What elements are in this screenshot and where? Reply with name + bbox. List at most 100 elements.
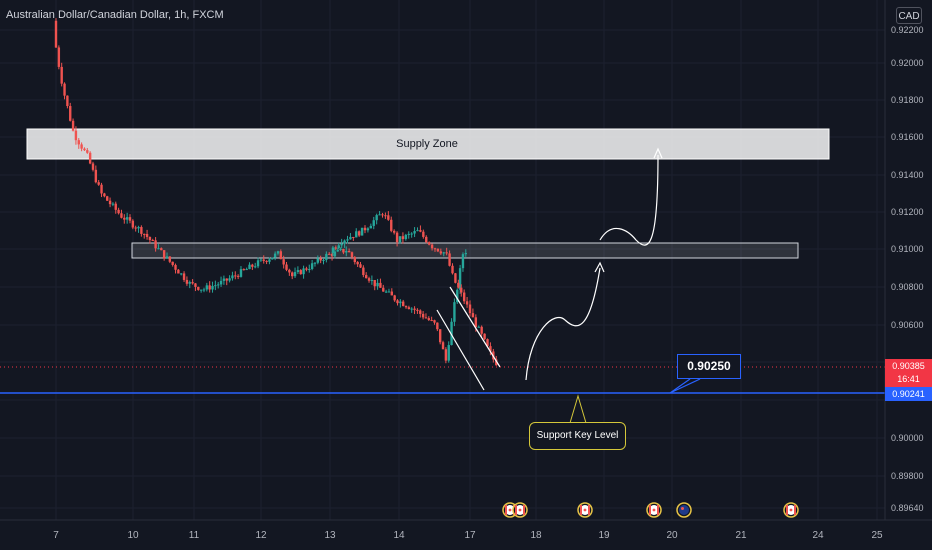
candle-body xyxy=(366,228,370,231)
candle-body xyxy=(86,150,89,153)
candle-body xyxy=(419,310,422,314)
candle-body xyxy=(256,260,260,267)
time-tick: 12 xyxy=(255,530,267,541)
candle-body xyxy=(436,322,439,330)
candle-body xyxy=(445,252,448,254)
candle-body xyxy=(222,278,226,281)
candle-body xyxy=(134,227,137,229)
candle-body xyxy=(456,289,459,303)
candle-body xyxy=(439,251,443,254)
candle-body xyxy=(480,326,483,334)
canada-flag-icon[interactable] xyxy=(512,502,528,518)
candle-body xyxy=(352,236,355,238)
australia-flag-icon[interactable] xyxy=(676,502,692,518)
candle-body xyxy=(372,220,375,226)
candle-body xyxy=(123,217,126,220)
candle-body xyxy=(392,230,396,233)
candle-body xyxy=(357,231,361,236)
candle-body xyxy=(91,163,95,170)
channel-lower-line[interactable] xyxy=(436,309,485,391)
candle-body xyxy=(396,300,399,304)
candles xyxy=(54,18,498,366)
candle-body xyxy=(433,248,437,250)
candle-body xyxy=(288,269,291,273)
canada-flag-icon[interactable] xyxy=(783,502,799,518)
candle-body xyxy=(63,83,66,96)
candle-body xyxy=(291,272,294,277)
candle-body xyxy=(108,200,112,205)
candle-body xyxy=(401,301,405,307)
candle-body xyxy=(88,152,92,164)
currency-button[interactable]: CAD xyxy=(896,7,922,24)
flag-band-left xyxy=(786,505,788,515)
canada-flag-icon[interactable] xyxy=(577,502,593,518)
candle-body xyxy=(128,217,132,221)
candle-body xyxy=(185,279,189,284)
candle-body xyxy=(474,317,478,328)
candle-body xyxy=(407,233,410,235)
price-tick: 0.89800 xyxy=(891,471,924,481)
resistance-zone-box[interactable] xyxy=(131,242,799,259)
canada-flag-icon[interactable] xyxy=(646,502,662,518)
candle-body xyxy=(486,339,489,347)
candle-body xyxy=(468,304,472,314)
channel-upper-line[interactable] xyxy=(449,286,501,368)
price-callout[interactable]: 0.90250 xyxy=(677,354,741,379)
candle-body xyxy=(458,268,462,290)
supply-zone-box[interactable] xyxy=(26,128,830,160)
candle-body xyxy=(310,263,314,269)
candle-body xyxy=(251,264,254,267)
candle-body xyxy=(464,253,467,255)
candle-body xyxy=(211,285,214,290)
candle-body xyxy=(401,236,405,240)
supply-zone-label[interactable]: Supply Zone xyxy=(396,138,458,150)
candle-body xyxy=(398,236,402,243)
support-key-level-callout[interactable]: Support Key Level xyxy=(529,422,626,450)
candle-body xyxy=(339,249,342,251)
candle-body xyxy=(239,269,243,277)
candle-body xyxy=(390,291,394,296)
candle-body xyxy=(369,225,373,229)
price-axis-panel[interactable] xyxy=(885,0,932,520)
candle-body xyxy=(313,262,317,264)
candle-body xyxy=(441,342,445,350)
candle-body xyxy=(83,148,86,151)
candle-body xyxy=(462,292,466,302)
candle-body xyxy=(454,273,457,283)
candle-body xyxy=(205,285,209,290)
price-tick: 0.89640 xyxy=(891,503,924,513)
price-tick: 0.90600 xyxy=(891,320,924,330)
candle-body xyxy=(416,230,419,232)
current-price-tag: 0.90385 16:41 xyxy=(885,359,932,387)
event-markers[interactable] xyxy=(502,502,799,518)
price-tick: 0.91800 xyxy=(891,95,924,105)
candle-body xyxy=(236,275,240,277)
candle-body xyxy=(450,321,453,346)
flag-detail xyxy=(681,507,684,510)
candle-body xyxy=(188,282,191,284)
candle-body xyxy=(460,287,463,293)
candle-body xyxy=(362,267,365,276)
candle-body xyxy=(182,273,186,280)
time-tick: 24 xyxy=(812,530,824,541)
maple-leaf xyxy=(518,508,522,512)
candle-body xyxy=(137,227,140,229)
candle-body xyxy=(465,301,469,305)
candle-body xyxy=(162,250,166,259)
candle-body xyxy=(151,240,154,242)
candle-body xyxy=(273,253,277,258)
candle-body xyxy=(177,269,180,274)
candle-body xyxy=(245,269,248,271)
time-tick: 14 xyxy=(393,530,405,541)
candle-body xyxy=(242,269,246,271)
price-tick: 0.92200 xyxy=(891,25,924,35)
candle-body xyxy=(410,308,413,310)
projection-path-2[interactable] xyxy=(599,154,659,246)
projection-path-1[interactable] xyxy=(525,267,601,381)
canada-flag-icon[interactable] xyxy=(502,502,518,518)
time-tick: 13 xyxy=(324,530,336,541)
price-tick: 0.92000 xyxy=(891,58,924,68)
candle-body xyxy=(77,140,80,145)
